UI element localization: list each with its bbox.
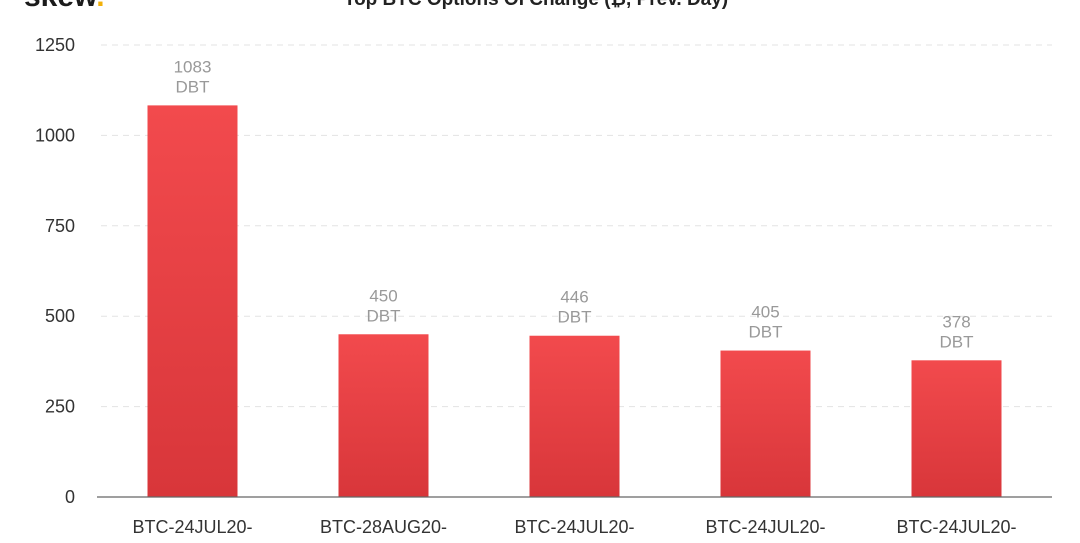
data-label-value: 378 (942, 312, 970, 331)
y-tick-label: 1000 (35, 125, 75, 145)
x-tick-label: BTC-24JUL20- (705, 517, 825, 537)
gridlines (101, 44, 1052, 408)
x-tick-label: BTC-24JUL20- (132, 517, 252, 537)
y-tick-label: 750 (45, 216, 75, 236)
y-tick-label: 500 (45, 306, 75, 326)
x-tick-label: BTC-28AUG20- (320, 517, 447, 537)
brand-name: skew (24, 0, 98, 13)
data-label-unit: DBT (558, 308, 592, 327)
y-tick-label: 1250 (35, 35, 75, 55)
data-label-value: 405 (751, 303, 779, 322)
y-axis: 0 250 500 750 1000 1250 (35, 35, 75, 507)
data-label-unit: DBT (367, 306, 401, 325)
brand-logo: skew. (24, 0, 105, 13)
data-label-unit: DBT (940, 332, 974, 351)
data-label-unit: DBT (176, 77, 210, 96)
data-label-value: 446 (560, 288, 588, 307)
bar (720, 350, 811, 497)
x-tick-label: BTC-24JUL20- (514, 517, 634, 537)
bar (911, 360, 1002, 497)
x-tick-label: BTC-24JUL20- (896, 517, 1016, 537)
data-label-value: 1083 (174, 57, 212, 76)
bar (147, 105, 238, 497)
chart-title: Top BTC Options OI Change (₿, Prev. Day) (344, 0, 728, 10)
bar (338, 334, 429, 497)
x-axis: BTC-24JUL20- BTC-28AUG20- BTC-24JUL20- BTC-… (97, 496, 1052, 537)
bars (147, 105, 1002, 497)
data-label-value: 450 (369, 286, 397, 305)
data-label-unit: DBT (749, 323, 783, 342)
brand-dot: . (96, 0, 104, 13)
y-tick-label: 250 (45, 397, 75, 417)
y-tick-label: 0 (65, 487, 75, 507)
bar (529, 335, 620, 497)
